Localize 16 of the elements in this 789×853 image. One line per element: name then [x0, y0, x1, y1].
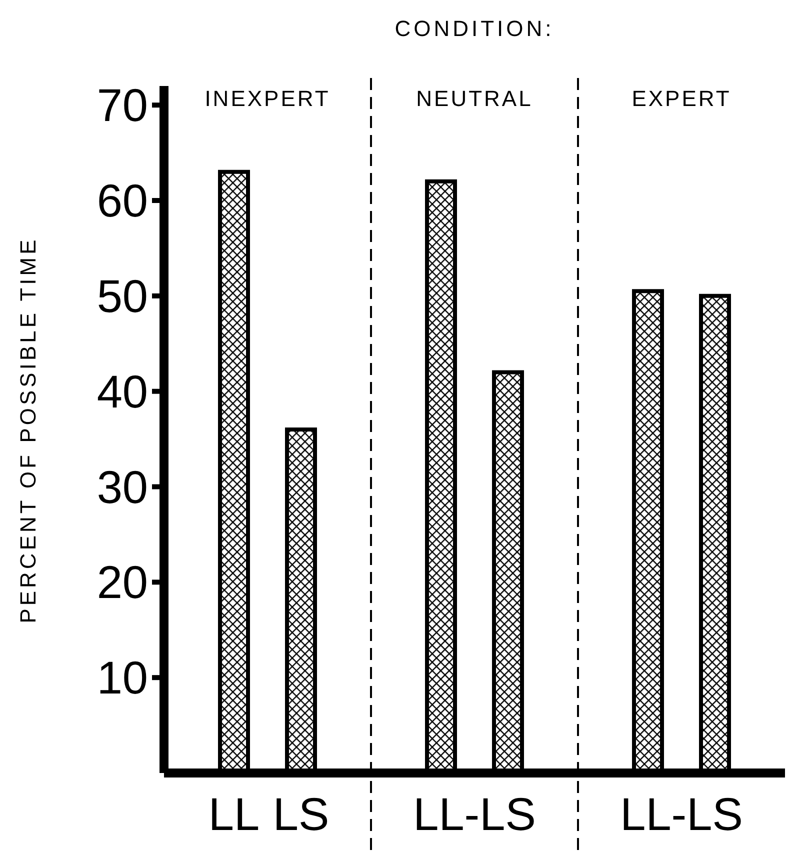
- series-label: LL: [208, 788, 260, 840]
- y-tick-label: 70: [96, 79, 148, 132]
- y-tick-label: 30: [96, 460, 148, 513]
- y-tick-label: 10: [96, 652, 148, 704]
- text: LL-LS: [412, 787, 537, 841]
- x-tick-label: INEXPERT: [204, 86, 330, 111]
- text: LL-LS: [619, 787, 744, 841]
- y-tick-label: 60: [96, 174, 148, 226]
- y-tick-label: 20: [96, 556, 148, 608]
- x-tick-label: EXPERT: [632, 86, 732, 111]
- y-tick-label: 50: [96, 270, 148, 322]
- chart-title: CONDITION:: [394, 16, 556, 42]
- x-tick-label: NEUTRAL: [416, 86, 533, 111]
- y-tick-label: 40: [96, 365, 148, 418]
- y-axis-title: PERCENT OF POSSIBLE TIME: [15, 236, 41, 623]
- series-label: LS: [272, 788, 330, 840]
